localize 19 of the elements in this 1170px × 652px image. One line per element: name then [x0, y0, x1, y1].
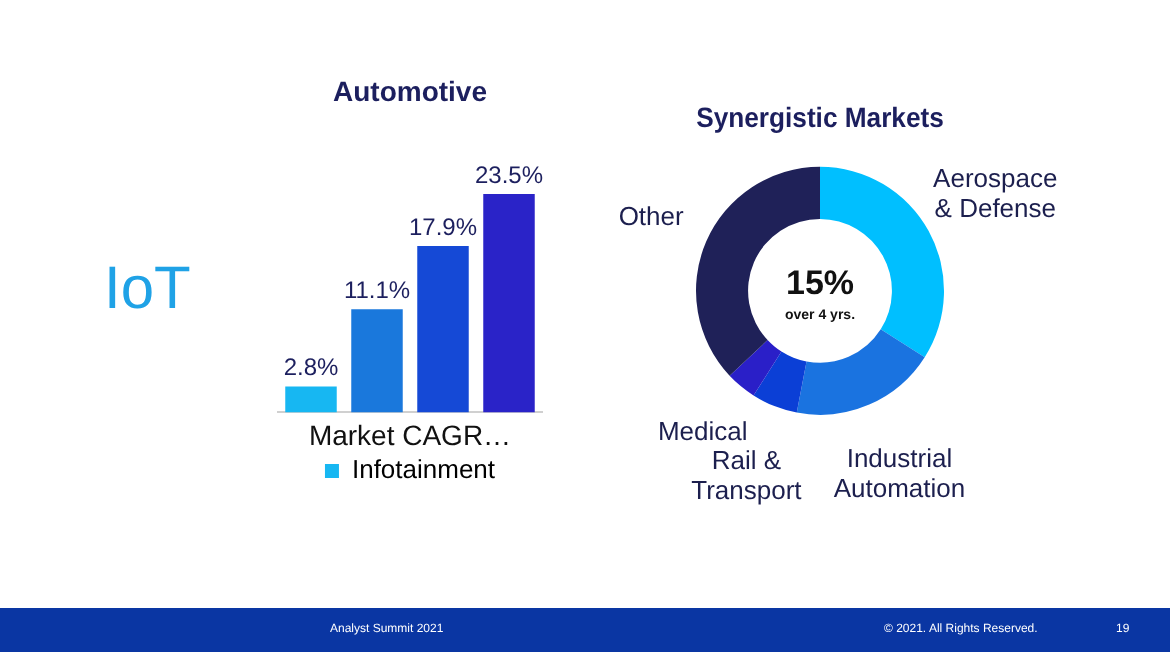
data-label: 2.8% — [283, 353, 339, 381]
data-label: 11.1% — [343, 275, 411, 304]
x-axis-title: Market CAGR… — [308, 418, 512, 451]
slice-label: Rail & Transport — [691, 444, 803, 505]
chart-title: Synergistic Markets — [696, 101, 944, 133]
text: 15% — [785, 264, 855, 303]
data-label: 17.9% — [408, 212, 478, 241]
data-label: 23.5% — [474, 160, 544, 189]
bar — [285, 386, 337, 413]
slice-label: Other — [618, 200, 685, 231]
bar — [351, 309, 403, 413]
legend-label: Infotainment — [351, 454, 496, 485]
slice-label: Aerospace & Defense — [933, 162, 1058, 223]
text: IoT — [104, 256, 191, 324]
bar — [483, 194, 535, 413]
chart-title: Automotive — [333, 74, 488, 107]
bar — [417, 246, 469, 413]
slice-label: Medical — [657, 415, 748, 446]
slice-label: Industrial Automation — [833, 442, 966, 503]
